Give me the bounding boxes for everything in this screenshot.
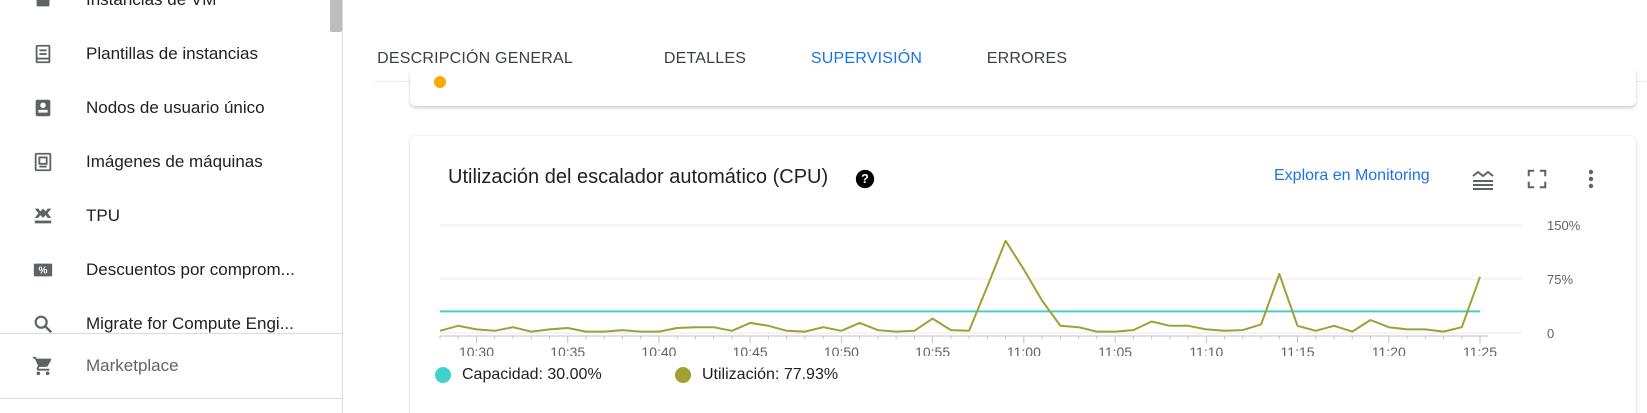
- committed-use-discounts-icon: %: [32, 259, 54, 281]
- sidebar-item-label: Marketplace: [86, 356, 179, 375]
- sidebar-scrollbar[interactable]: [330, 0, 342, 32]
- tab-supervision[interactable]: SUPERVISIÓN: [810, 50, 923, 67]
- x-tick-label: 11:05: [1098, 344, 1132, 356]
- tab-errores[interactable]: ERRORES: [986, 50, 1068, 67]
- legend-capacity[interactable]: Capacidad: 30.00%: [435, 366, 602, 384]
- x-tick-label: 11:15: [1281, 344, 1315, 356]
- y-tick-label: 75%: [1547, 272, 1573, 287]
- x-tick-label: 10:45: [733, 344, 768, 356]
- sidebar-item-label: TPU: [86, 206, 120, 225]
- utilization-line-chart: 150% 75% 0 10:30 10:35 10:40 10:45 10:50 10:55 11…: [439, 218, 1581, 356]
- sidebar-item-label: Migrate for Compute Engi...: [86, 314, 294, 333]
- explore-in-monitoring-link[interactable]: Explora en Monitoring: [1274, 167, 1430, 184]
- tpu-icon: [32, 205, 54, 227]
- sidebar-item-label: Descuentos por comprom...: [86, 260, 295, 279]
- x-tick-label: 10:55: [915, 344, 950, 356]
- x-tick-label: 10:30: [459, 344, 494, 356]
- cart-icon: [32, 355, 54, 377]
- search-icon: [32, 313, 54, 335]
- x-tick-label: 10:35: [550, 344, 585, 356]
- sidebar-item-label: Plantillas de instancias: [86, 44, 258, 63]
- y-tick-label: 0: [1547, 326, 1554, 341]
- sidebar-item-sole-tenant-nodes[interactable]: Nodos de usuario único: [0, 81, 330, 135]
- tab-detalles[interactable]: DETALLES: [663, 50, 747, 67]
- sidebar-item-label: Imágenes de máquinas: [86, 152, 263, 171]
- sidebar-divider: [0, 333, 342, 334]
- legend-toggle-icon[interactable]: [1470, 166, 1496, 192]
- sidebar-item-machine-images[interactable]: Imágenes de máquinas: [0, 135, 330, 189]
- svg-text:?: ?: [861, 172, 869, 186]
- legend-utilization[interactable]: Utilización: 77.93%: [675, 366, 838, 384]
- sidebar-item-search[interactable]: Migrate for Compute Engi...: [0, 297, 330, 351]
- legend-label: Capacidad:: [462, 366, 543, 383]
- legend-label: Utilización:: [702, 366, 780, 383]
- sidebar-item-label: Instancias de VM: [86, 0, 216, 10]
- x-tick-label: 11:10: [1189, 344, 1223, 356]
- sidebar-item-committed-use-discounts[interactable]: % Descuentos por comprom...: [0, 243, 330, 297]
- legend-value: 77.93%: [783, 366, 839, 383]
- more-vert-icon[interactable]: [1578, 166, 1604, 192]
- series-line-utilization: [439, 239, 1481, 333]
- machine-images-icon: [32, 151, 54, 173]
- legend-dot: [434, 76, 446, 88]
- autoscaler-chart-card: Utilización del escalador automático (CP…: [410, 136, 1636, 413]
- x-tick-label: 10:50: [824, 344, 859, 356]
- tab-descripcion-general[interactable]: DESCRIPCIÓN GENERAL: [377, 50, 573, 67]
- sole-tenant-nodes-icon: [32, 97, 54, 119]
- legend-value: 30.00%: [547, 366, 602, 383]
- sidebar-item-tpu[interactable]: TPU: [0, 189, 330, 243]
- sidebar-item-marketplace[interactable]: Marketplace: [0, 339, 330, 393]
- sidebar-divider: [0, 398, 342, 399]
- previous-chart-card: [410, 70, 1636, 106]
- fullscreen-icon[interactable]: [1524, 166, 1550, 192]
- legend-swatch-capacity: [435, 367, 451, 383]
- help-circle-icon[interactable]: ?: [855, 169, 875, 189]
- chart-title: Utilización del escalador automático (CP…: [448, 166, 829, 188]
- x-tick-label: 11:25: [1463, 344, 1497, 356]
- x-tick-label: 10:40: [641, 344, 676, 356]
- legend-swatch-utilization: [675, 367, 691, 383]
- x-tick-label: 11:20: [1372, 344, 1406, 356]
- vm-instances-icon: [32, 0, 54, 11]
- sidebar-item-instance-templates[interactable]: Plantillas de instancias: [0, 27, 330, 81]
- x-tick-label: 11:00: [1007, 344, 1041, 356]
- sidebar-item-vm-instances[interactable]: Instancias de VM: [0, 0, 330, 27]
- sidebar-item-label: Nodos de usuario único: [86, 98, 265, 117]
- sidebar: Instancias de VM Plantillas de instancias…: [0, 0, 343, 413]
- instance-templates-icon: [32, 43, 54, 65]
- svg-text:%: %: [39, 266, 48, 277]
- y-tick-label: 150%: [1547, 218, 1581, 233]
